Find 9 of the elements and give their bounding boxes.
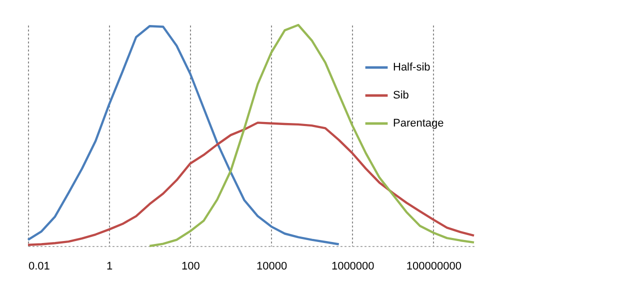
legend-label: Half-sib xyxy=(393,62,430,74)
x-tick-label: 100000000 xyxy=(406,260,462,272)
x-tick-label: 1 xyxy=(106,260,113,272)
x-tick-label: 1000000 xyxy=(331,260,374,272)
x-tick-label: 100 xyxy=(182,260,200,272)
legend-label: Parentage xyxy=(393,118,444,130)
x-tick-label: 0.01 xyxy=(28,260,50,272)
legend-label: Sib xyxy=(393,90,409,102)
x-tick-label: 10000 xyxy=(256,260,288,272)
